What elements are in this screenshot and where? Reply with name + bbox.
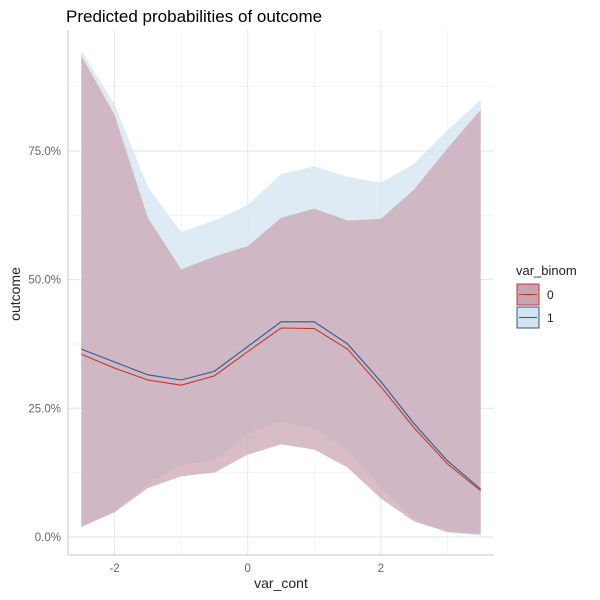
x-tick-label: 0 bbox=[245, 563, 251, 575]
y-tick-labels: 0.0% 25.0% 50.0% 75.0% bbox=[28, 146, 61, 544]
line-series-0 bbox=[81, 327, 482, 492]
legend: var_binom 0 1 bbox=[516, 263, 577, 329]
x-tick-label: -2 bbox=[109, 563, 119, 575]
confidence-ribbons bbox=[81, 50, 481, 536]
ribbon-series-0 bbox=[81, 55, 481, 535]
y-tick-label: 25.0% bbox=[28, 403, 61, 415]
legend-title: var_binom bbox=[516, 263, 577, 278]
y-axis-title: outcome bbox=[7, 267, 23, 321]
series-lines bbox=[81, 321, 482, 492]
legend-label-0: 0 bbox=[547, 288, 554, 302]
x-tick-label: 2 bbox=[378, 563, 384, 575]
y-tick-label: 75.0% bbox=[28, 146, 61, 158]
legend-label-1: 1 bbox=[547, 311, 554, 325]
line-series-1 bbox=[81, 321, 482, 490]
chart-title: Predicted probabilities of outcome bbox=[66, 7, 322, 26]
y-tick-label: 50.0% bbox=[28, 275, 61, 287]
y-tick-label: 0.0% bbox=[35, 532, 61, 544]
x-tick-labels: -2 0 2 bbox=[109, 563, 384, 575]
x-axis-title: var_cont bbox=[254, 575, 308, 591]
